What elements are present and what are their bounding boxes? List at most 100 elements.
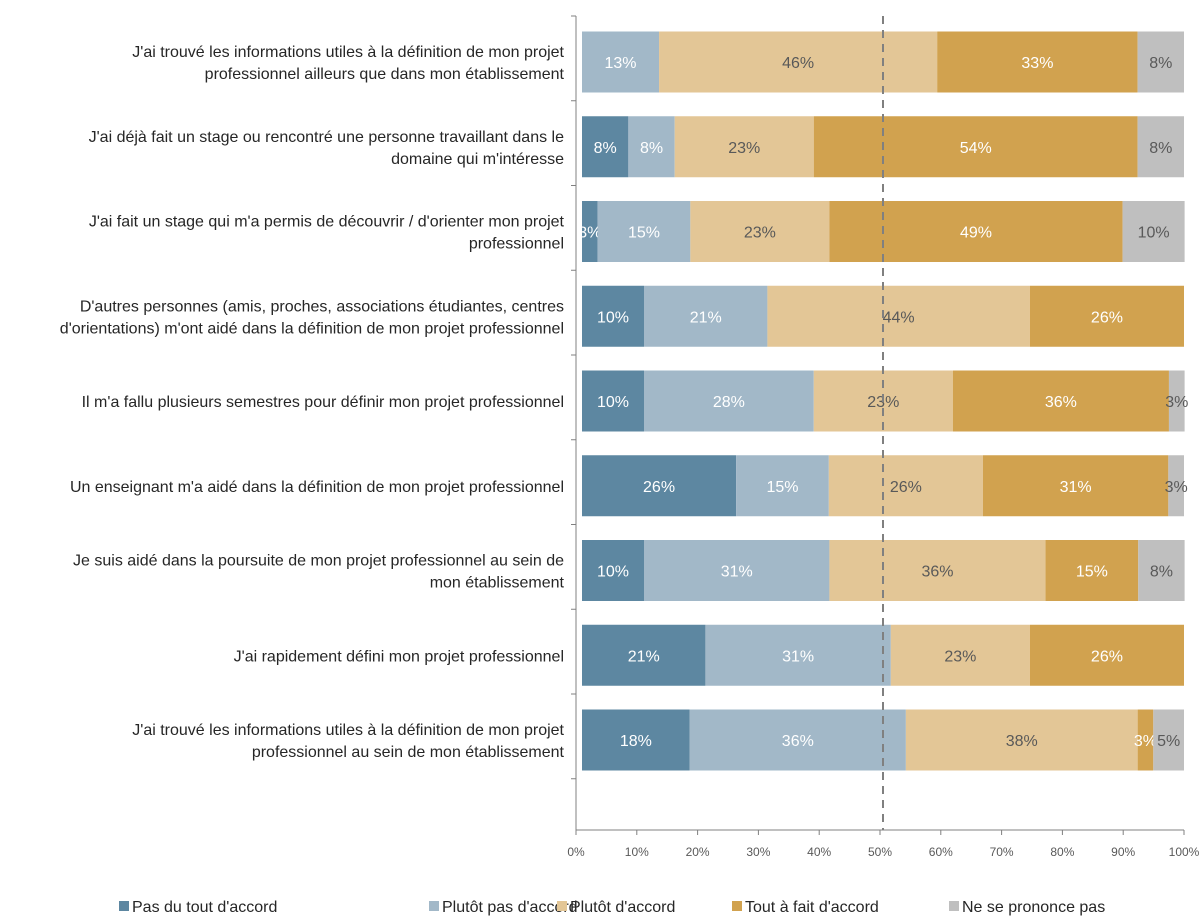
bar-segment <box>582 455 737 517</box>
legend-swatch <box>949 901 959 911</box>
category-label: professionnel au sein de mon établisseme… <box>252 744 565 761</box>
legend-item: Plutôt pas d'accord <box>442 899 578 916</box>
category-label: J'ai trouvé les informations utiles à la… <box>132 722 564 739</box>
data-label: 15% <box>628 225 660 242</box>
data-label: 36% <box>1045 394 1077 411</box>
legend-item: Pas du tout d'accord <box>132 899 277 916</box>
bar-segment <box>1122 201 1185 262</box>
data-label: 23% <box>728 140 760 157</box>
bar-segment <box>582 709 690 771</box>
data-label: 28% <box>713 394 745 411</box>
bar-segment <box>582 31 660 93</box>
bar-segment <box>982 455 1169 517</box>
data-label: 26% <box>890 479 922 496</box>
category-label: D'autres personnes (amis, proches, assoc… <box>80 298 564 315</box>
bar-segment <box>582 624 706 686</box>
data-label: 31% <box>1060 479 1092 496</box>
data-label: 15% <box>766 479 798 496</box>
data-label: 3% <box>1165 479 1188 496</box>
category-label: domaine qui m'intéresse <box>391 151 564 168</box>
bar-segment <box>890 624 1030 686</box>
data-label: 26% <box>643 479 675 496</box>
bar-segment <box>690 201 830 262</box>
tick-label: 10% <box>625 845 649 859</box>
category-label: J'ai fait un stage qui m'a permis de déc… <box>89 214 565 231</box>
data-label: 26% <box>1091 648 1123 665</box>
data-label: 38% <box>1006 733 1038 750</box>
data-label: 18% <box>620 733 652 750</box>
bar-segment <box>813 116 1138 178</box>
data-label: 23% <box>744 225 776 242</box>
bar-segment <box>1168 370 1185 432</box>
legend-item: Plutôt d'accord <box>570 899 675 916</box>
bar-segment <box>1137 116 1184 178</box>
data-label: 31% <box>782 648 814 665</box>
data-label: 5% <box>1157 733 1180 750</box>
bar-segment <box>829 540 1046 601</box>
bar-segment <box>582 540 645 601</box>
legend-swatch <box>557 901 567 911</box>
data-label: 26% <box>1091 309 1123 326</box>
tick-label: 90% <box>1111 845 1135 859</box>
category-label: mon établissement <box>430 575 565 592</box>
category-label: professionnel <box>469 236 564 253</box>
bar-segment <box>689 709 906 771</box>
tick-label: 20% <box>686 845 710 859</box>
tick-label: 70% <box>990 845 1014 859</box>
category-label: J'ai trouvé les informations utiles à la… <box>132 44 564 61</box>
bar-segment <box>1168 455 1184 517</box>
data-label: 8% <box>1149 140 1172 157</box>
tick-label: 40% <box>807 845 831 859</box>
bar-segment <box>952 370 1169 432</box>
legend-item: Tout à fait d'accord <box>745 899 879 916</box>
bar-segment <box>1137 709 1154 771</box>
data-label: 3% <box>1134 733 1157 750</box>
tick-label: 60% <box>929 845 953 859</box>
bar-segment <box>937 31 1138 93</box>
data-label: 8% <box>594 140 617 157</box>
bar-segment <box>659 31 938 93</box>
bar-segment <box>1153 709 1184 771</box>
data-label: 8% <box>1149 55 1172 72</box>
bar-segment <box>582 370 645 432</box>
tick-label: 100% <box>1169 845 1200 859</box>
tick-label: 50% <box>868 845 892 859</box>
tick-label: 0% <box>567 845 585 859</box>
category-label: Un enseignant m'a aidé dans la définitio… <box>70 479 564 496</box>
data-label: 10% <box>597 394 629 411</box>
data-label: 8% <box>1150 564 1173 581</box>
data-label: 46% <box>782 55 814 72</box>
data-label: 44% <box>883 309 915 326</box>
data-label: 21% <box>690 309 722 326</box>
bar-segment <box>767 285 1030 347</box>
legend-item: Ne se prononce pas <box>962 899 1105 916</box>
category-label: professionnel ailleurs que dans mon étab… <box>205 66 565 83</box>
bar-segment <box>1029 285 1184 347</box>
data-label: 54% <box>960 140 992 157</box>
category-label: J'ai déjà fait un stage ou rencontré une… <box>89 129 564 146</box>
bar-segment <box>905 709 1138 771</box>
tick-label: 80% <box>1050 845 1074 859</box>
data-label: 23% <box>867 394 899 411</box>
bar-segment <box>674 116 814 178</box>
data-label: 36% <box>782 733 814 750</box>
category-label: Il m'a fallu plusieurs semestres pour dé… <box>82 394 564 411</box>
bar-segment <box>1138 540 1185 601</box>
bar-segment <box>829 201 1123 262</box>
bar-segment <box>597 201 691 262</box>
bar-segment <box>582 201 598 262</box>
category-label: J'ai rapidement défini mon projet profes… <box>234 648 564 665</box>
legend-swatch <box>732 901 742 911</box>
bar-segment <box>644 285 768 347</box>
data-label: 15% <box>1076 564 1108 581</box>
data-label: 33% <box>1021 55 1053 72</box>
data-label: 31% <box>721 564 753 581</box>
bar-segment <box>1029 624 1184 686</box>
bar-segment <box>736 455 829 517</box>
legend-swatch <box>119 901 129 911</box>
data-label: 3% <box>578 225 601 242</box>
data-label: 36% <box>921 564 953 581</box>
data-label: 10% <box>1138 225 1170 242</box>
bar-segment <box>1045 540 1139 601</box>
